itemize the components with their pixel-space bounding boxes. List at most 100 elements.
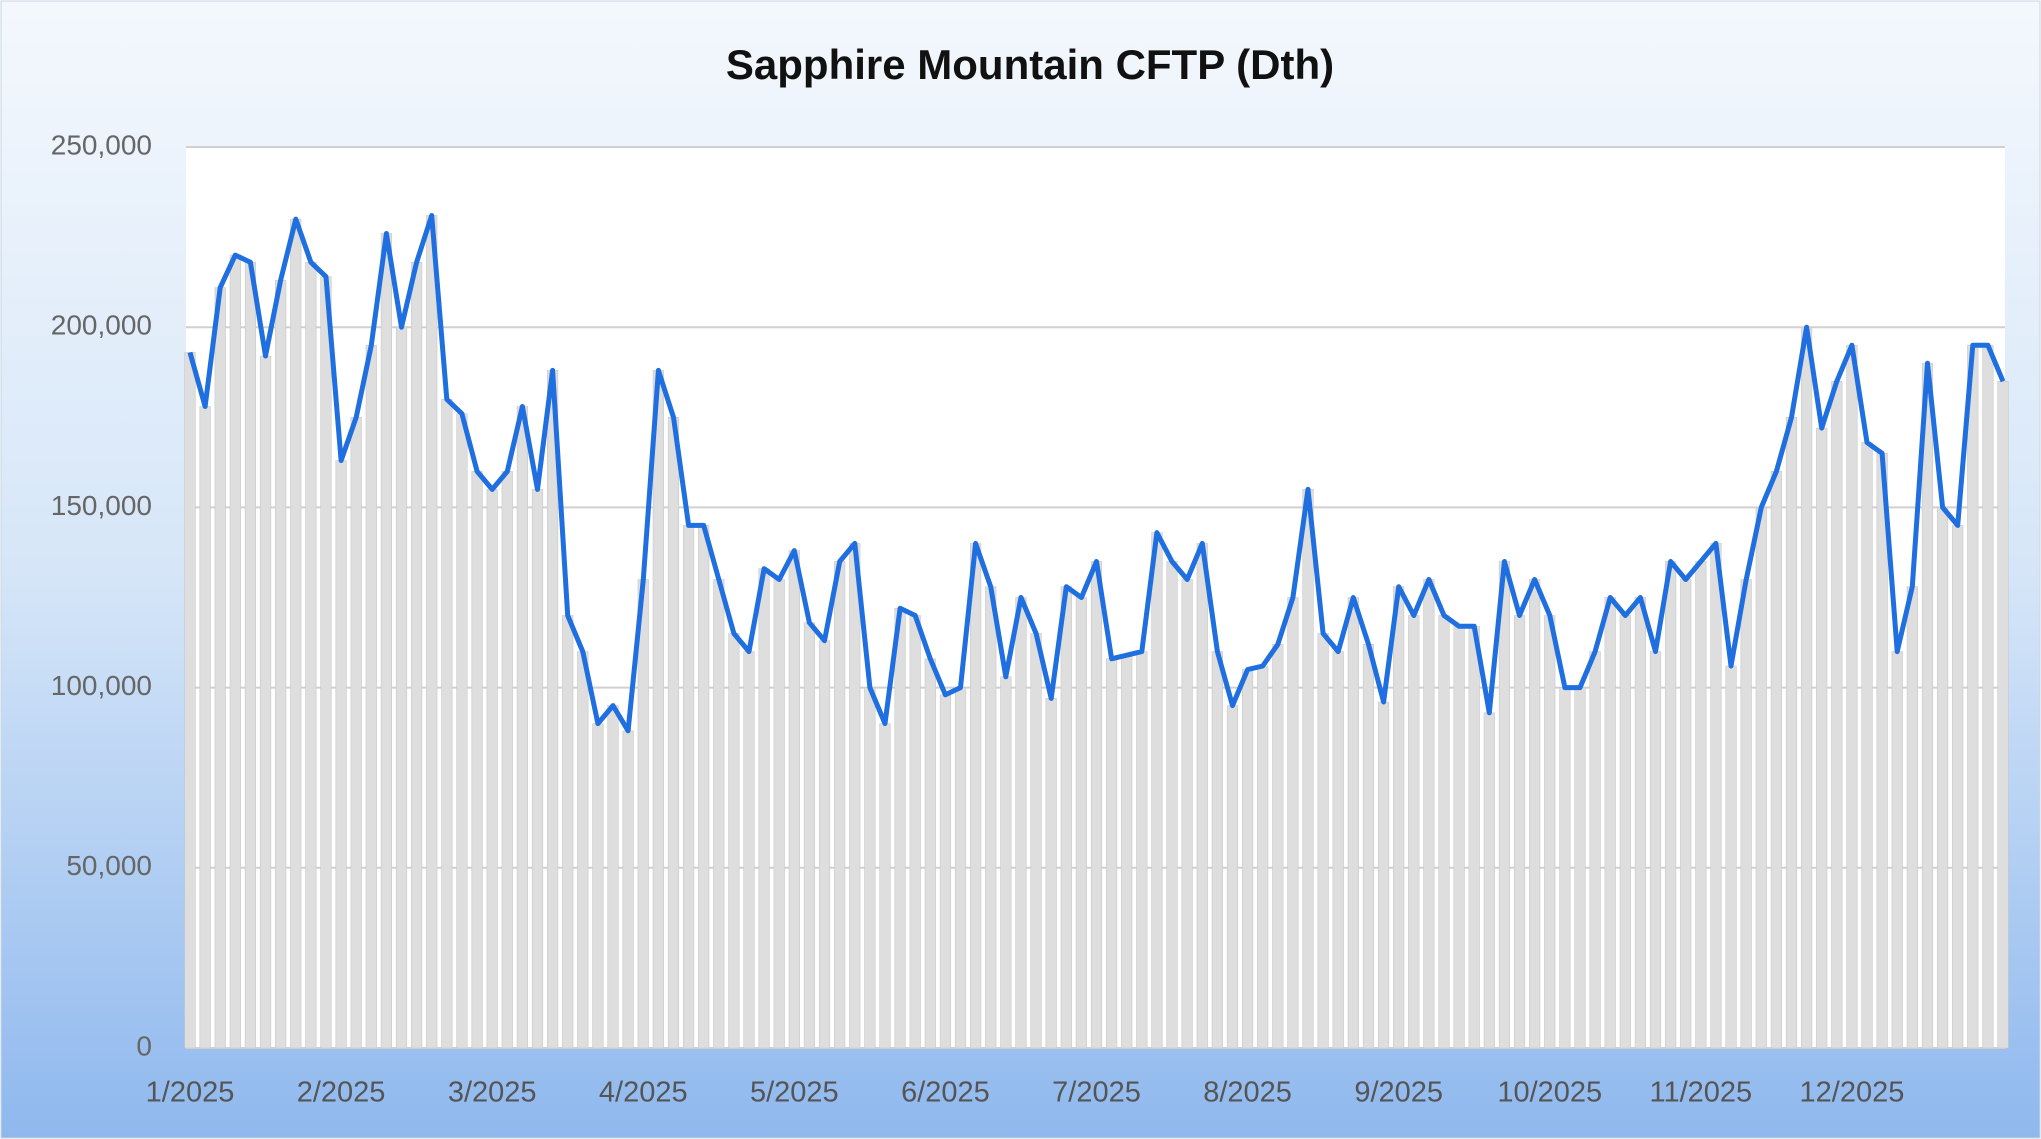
area-bar — [1952, 525, 1964, 1049]
area-bar — [1589, 651, 1601, 1049]
x-tick-label: 2/2025 — [297, 1077, 386, 1109]
x-tick-label: 8/2025 — [1203, 1077, 1292, 1109]
y-tick-label: 100,000 — [51, 670, 152, 701]
area-bar — [622, 730, 634, 1049]
area-bar — [1816, 427, 1828, 1049]
area-bar — [818, 640, 831, 1049]
area-bar — [728, 633, 740, 1049]
area-bar — [970, 543, 982, 1049]
area-bar — [743, 651, 755, 1049]
area-bar — [1861, 442, 1873, 1049]
area-bar — [1529, 579, 1541, 1049]
y-tick-label: 250,000 — [51, 129, 152, 160]
area-bar — [954, 687, 967, 1049]
area-bar — [1725, 665, 1737, 1049]
area-bar — [1317, 633, 1329, 1049]
area-bar — [1015, 597, 1027, 1049]
area-bar — [1106, 658, 1118, 1049]
x-tick-label: 4/2025 — [599, 1077, 688, 1109]
area-bar — [562, 615, 574, 1049]
area-bar — [1257, 665, 1269, 1049]
area-bar — [1921, 362, 1934, 1049]
area-bar — [1710, 543, 1722, 1049]
area-bar — [1377, 701, 1390, 1049]
area-bar — [1891, 651, 1903, 1049]
area-bar — [879, 723, 891, 1049]
area-bar — [849, 543, 861, 1049]
area-bar — [1362, 644, 1375, 1049]
area-bar — [894, 608, 906, 1049]
area-bar — [803, 622, 816, 1049]
area-bar — [275, 280, 287, 1049]
area-bar — [1423, 579, 1435, 1049]
area-bar — [350, 416, 362, 1049]
area-bar — [1211, 651, 1223, 1049]
area-bar — [1831, 380, 1843, 1049]
area-bar — [1438, 615, 1450, 1049]
foreground: 0 50,000 100,000 150,000 200,000 250,000 1/202… — [51, 129, 2006, 1109]
area-bar — [1393, 586, 1405, 1049]
area-bar — [229, 254, 241, 1049]
area-bar — [486, 489, 498, 1049]
data-line — [187, 213, 2006, 734]
area-bar — [1649, 651, 1662, 1049]
chart-title: Sapphire Mountain CFTP (Dth) — [726, 41, 1334, 88]
area-bar — [199, 406, 211, 1049]
area-bar — [1483, 712, 1495, 1049]
area-bar — [1453, 626, 1465, 1049]
area-bar — [1408, 615, 1420, 1049]
area-bar — [637, 579, 649, 1049]
area-bar — [184, 352, 196, 1049]
area-bar — [411, 262, 423, 1049]
area-bar — [1604, 597, 1616, 1049]
x-tick-label: 11/2025 — [1649, 1077, 1752, 1109]
area-bar — [1090, 561, 1103, 1049]
area-bar — [1997, 380, 2009, 1049]
area-bar — [335, 460, 347, 1049]
area-bar — [1241, 669, 1254, 1049]
area-bar — [773, 579, 785, 1049]
y-tick-label: 0 — [136, 1030, 152, 1061]
area-bar — [1166, 561, 1178, 1049]
area-bar — [456, 413, 468, 1049]
area-bar — [788, 550, 800, 1049]
area-bar — [592, 723, 604, 1049]
area-bar — [939, 694, 952, 1049]
area-bar — [1272, 644, 1284, 1049]
x-tick-label: 10/2025 — [1497, 1077, 1602, 1109]
area-bar — [244, 262, 257, 1049]
area-bar — [426, 215, 438, 1049]
area-bar — [1121, 654, 1133, 1049]
area-bar — [1876, 453, 1888, 1049]
area-bar — [516, 406, 528, 1049]
area-bar — [1332, 651, 1344, 1049]
area-bar — [1226, 705, 1239, 1049]
area-bar — [1196, 543, 1208, 1049]
area-bar — [607, 705, 619, 1049]
area-bar — [1181, 579, 1193, 1049]
x-tick-label: 7/2025 — [1052, 1077, 1141, 1109]
area-bar — [909, 615, 921, 1049]
x-tick-label: 12/2025 — [1800, 1077, 1905, 1109]
area-bar — [305, 262, 317, 1049]
area-bar — [1544, 615, 1556, 1049]
area-bar — [1498, 561, 1511, 1049]
area-bar — [1755, 507, 1767, 1049]
y-tick-label: 150,000 — [51, 490, 152, 521]
area-bar — [1559, 687, 1571, 1049]
area-bar — [214, 287, 226, 1049]
area-bar — [924, 658, 936, 1049]
area-bar — [1770, 471, 1782, 1049]
area-bar — [1740, 579, 1752, 1049]
area-bar — [547, 370, 559, 1049]
area-bar — [682, 525, 695, 1049]
area-bar — [698, 525, 710, 1049]
area-bar — [1680, 579, 1692, 1049]
area-bar — [320, 276, 332, 1049]
x-tick-label: 1/2025 — [146, 1077, 235, 1109]
y-tick-label: 200,000 — [51, 310, 152, 341]
area-bar — [1468, 626, 1480, 1049]
area-bar — [834, 561, 846, 1049]
area-bar — [1030, 633, 1042, 1049]
